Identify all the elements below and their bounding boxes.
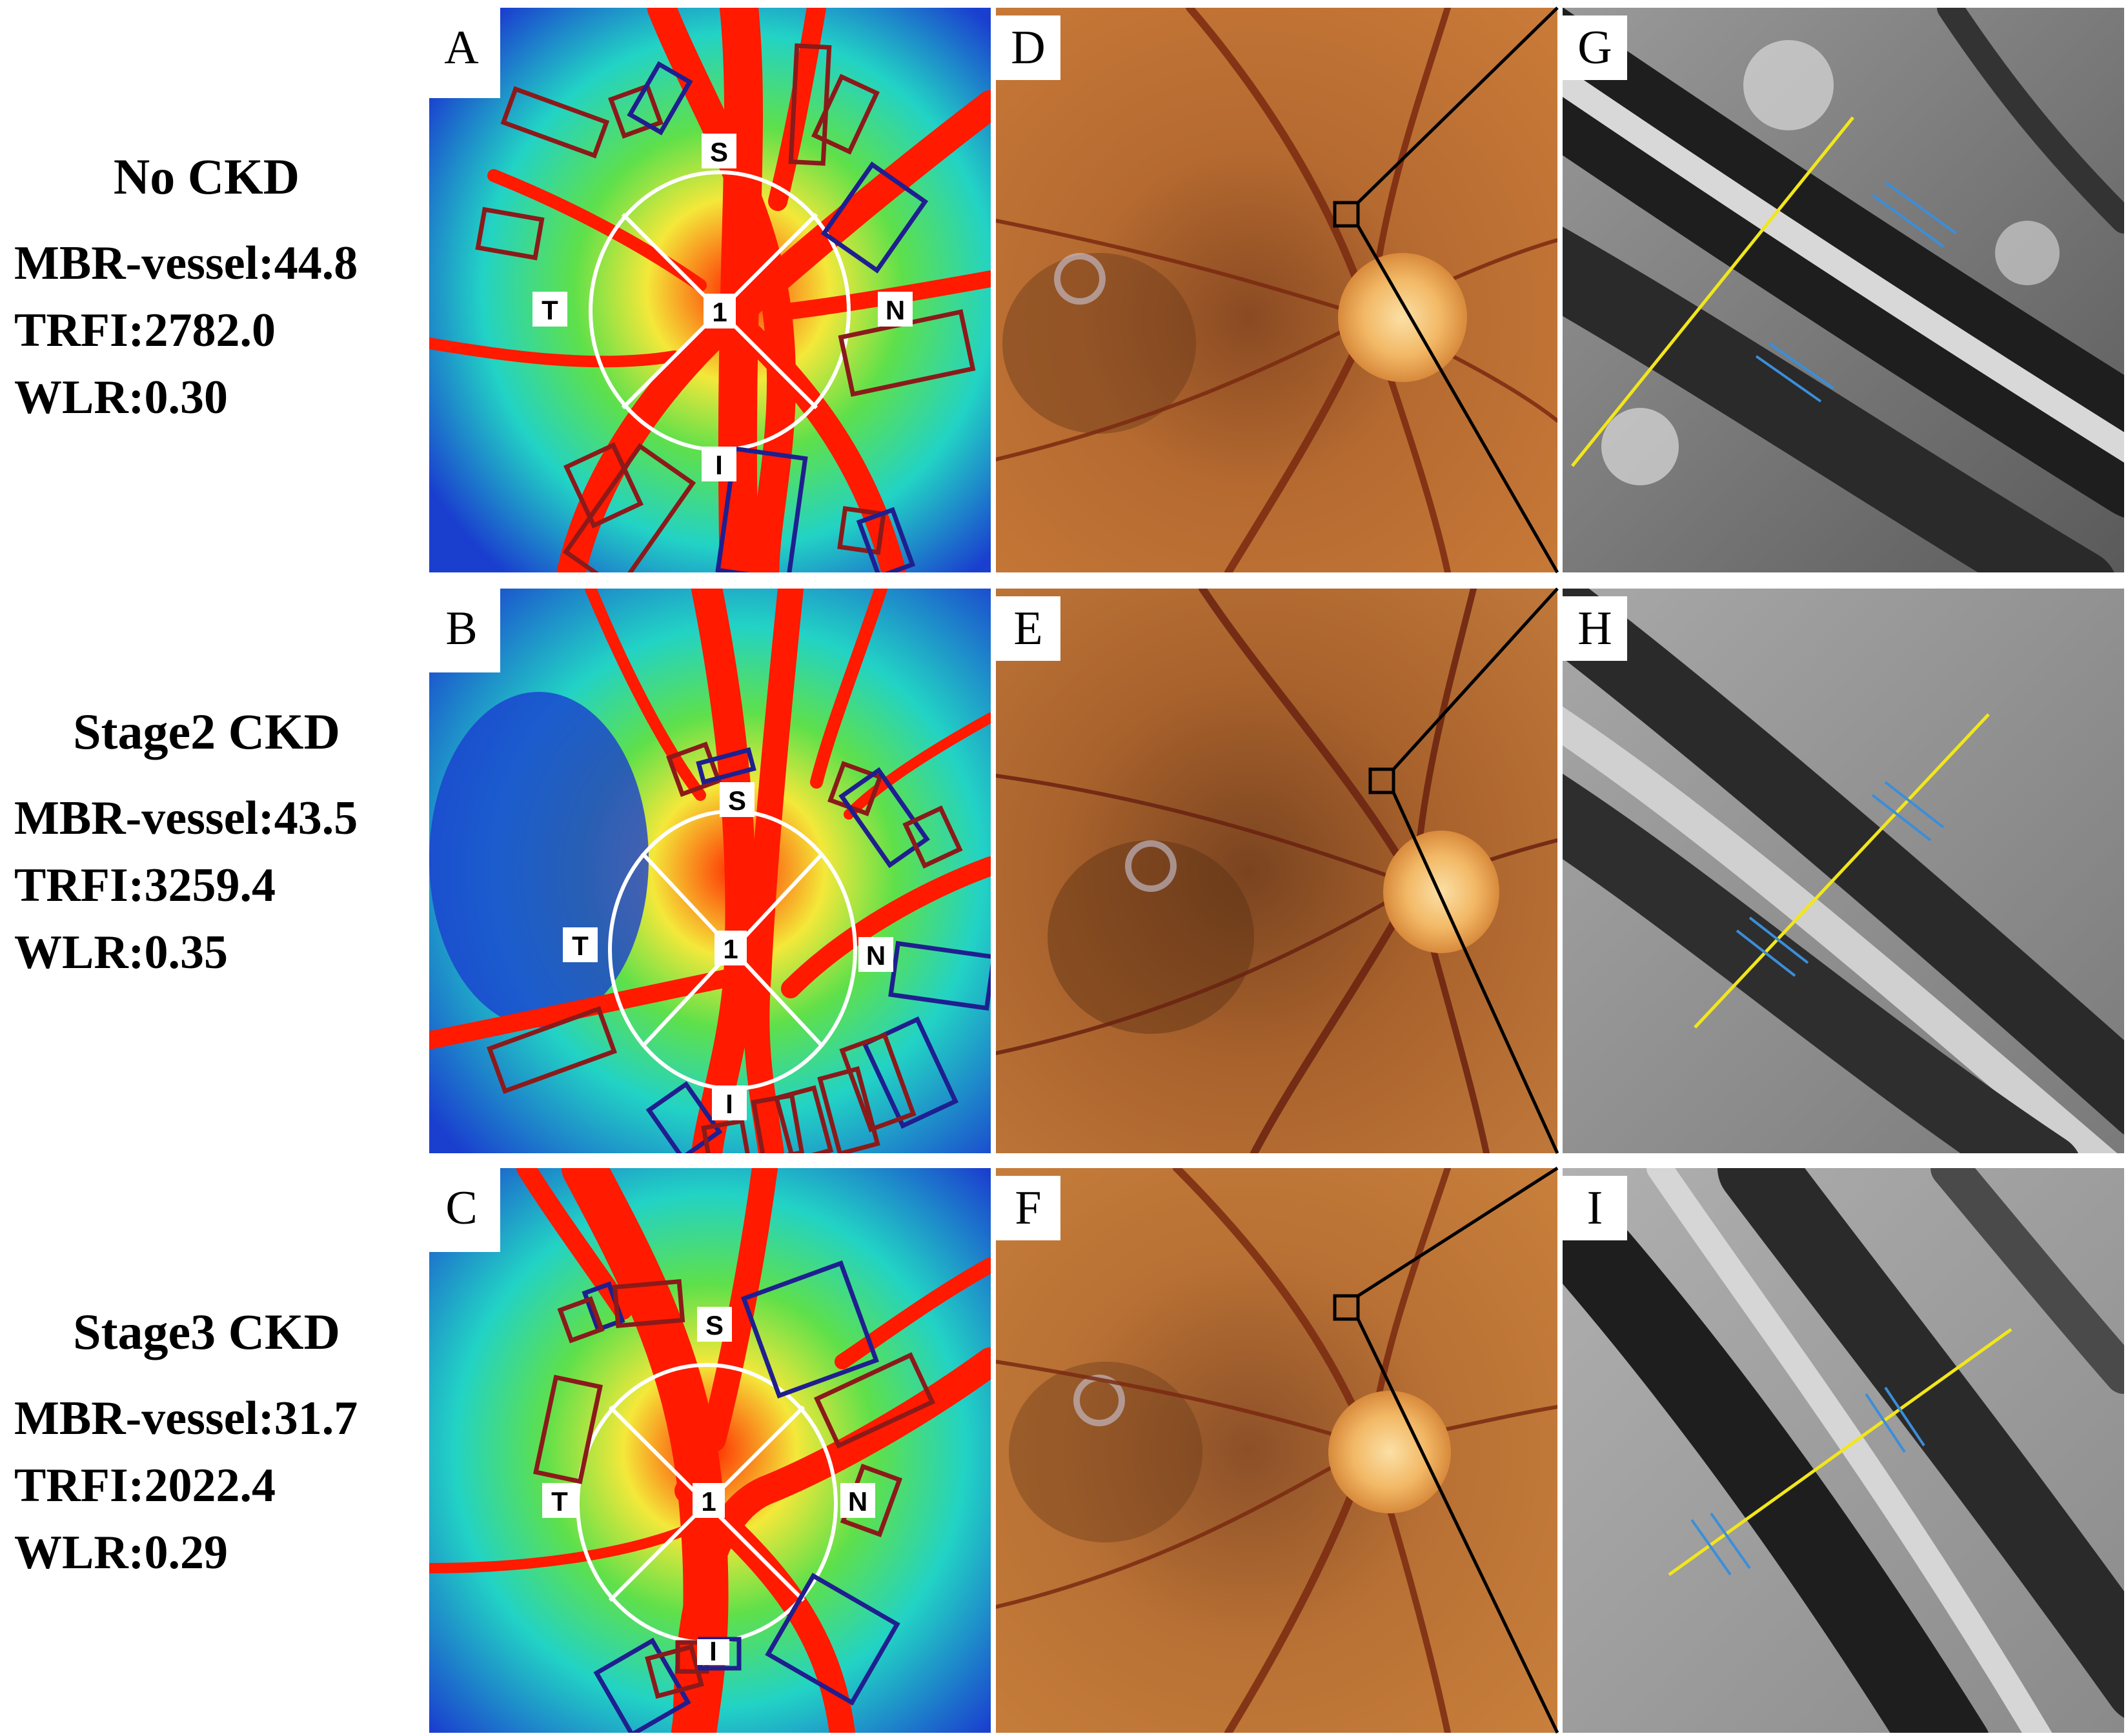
fundus-panel-e: E	[996, 589, 1557, 1153]
zoom-panel-h: H	[1563, 589, 2124, 1153]
fundus-panel-f: F	[996, 1168, 1557, 1733]
sector-label-n: N	[886, 295, 905, 325]
row-label-no-ckd: No CKD MBR-vessel:44.8 TRFI:2782.0 WLR:0…	[0, 152, 413, 441]
sector-label-center: 1	[712, 297, 727, 327]
metric-mbr-vessel: MBR-vessel:31.7	[14, 1392, 358, 1445]
zoom-image	[1563, 8, 2124, 572]
heatmap-image: S T N I 1	[429, 8, 991, 572]
heatmap-image: S T N I 1	[429, 589, 991, 1153]
panel-letter-b: B	[429, 596, 494, 661]
panel-letter-h: H	[1563, 596, 1627, 661]
heatmap-panel-b: S T N I 1 B	[429, 589, 991, 1153]
metric-trfi: TRFI:3259.4	[14, 859, 276, 912]
metric-mbr-vessel: MBR-vessel:43.5	[14, 792, 358, 845]
sector-label-i: I	[709, 1636, 717, 1666]
fundus-image	[996, 589, 1557, 1153]
sector-label-s: S	[705, 1310, 724, 1340]
zoom-image	[1563, 1168, 2124, 1733]
row-label-stage2-ckd: Stage2 CKD MBR-vessel:43.5 TRFI:3259.4 W…	[0, 707, 413, 996]
metric-wlr: WLR:0.35	[14, 926, 228, 979]
panel-letter-e: E	[996, 596, 1060, 661]
heatmap-panel-c: S T N I 1 C	[429, 1168, 991, 1733]
metric-mbr-vessel: MBR-vessel:44.8	[14, 237, 358, 290]
sector-label-s: S	[728, 785, 746, 816]
sector-label-center: 1	[723, 934, 738, 964]
sector-label-s: S	[710, 137, 728, 167]
sector-label-t: T	[542, 295, 558, 325]
row-title: No CKD	[113, 148, 300, 205]
metric-trfi: TRFI:2022.4	[14, 1459, 276, 1512]
metric-wlr: WLR:0.29	[14, 1526, 228, 1579]
sector-label-i: I	[715, 450, 723, 480]
sector-label-n: N	[848, 1486, 867, 1517]
sector-label-center: 1	[701, 1486, 716, 1517]
metric-trfi: TRFI:2782.0	[14, 304, 276, 357]
fundus-image	[996, 8, 1557, 572]
zoom-image	[1563, 589, 2124, 1153]
panel-letter-i: I	[1563, 1176, 1627, 1240]
panel-letter-a: A	[429, 15, 494, 80]
metric-wlr: WLR:0.30	[14, 371, 228, 424]
row-label-stage3-ckd: Stage3 CKD MBR-vessel:31.7 TRFI:2022.4 W…	[0, 1307, 413, 1596]
zoom-panel-i: I	[1563, 1168, 2124, 1733]
row-title: Stage2 CKD	[73, 703, 340, 760]
panel-letter-c: C	[429, 1176, 494, 1240]
row-title: Stage3 CKD	[73, 1304, 340, 1360]
heatmap-panel-a: S T N I 1 A	[429, 8, 991, 572]
zoom-panel-g: G	[1563, 8, 2124, 572]
heatmap-image: S T N I 1	[429, 1168, 991, 1733]
panel-letter-d: D	[996, 15, 1060, 80]
sector-label-t: T	[572, 931, 589, 961]
sector-label-t: T	[551, 1486, 568, 1517]
panel-letter-g: G	[1563, 15, 1627, 80]
sector-label-i: I	[725, 1089, 733, 1119]
sector-label-n: N	[866, 940, 886, 971]
panel-letter-f: F	[996, 1176, 1060, 1240]
fundus-panel-d: D	[996, 8, 1557, 572]
fundus-image	[996, 1168, 1557, 1733]
